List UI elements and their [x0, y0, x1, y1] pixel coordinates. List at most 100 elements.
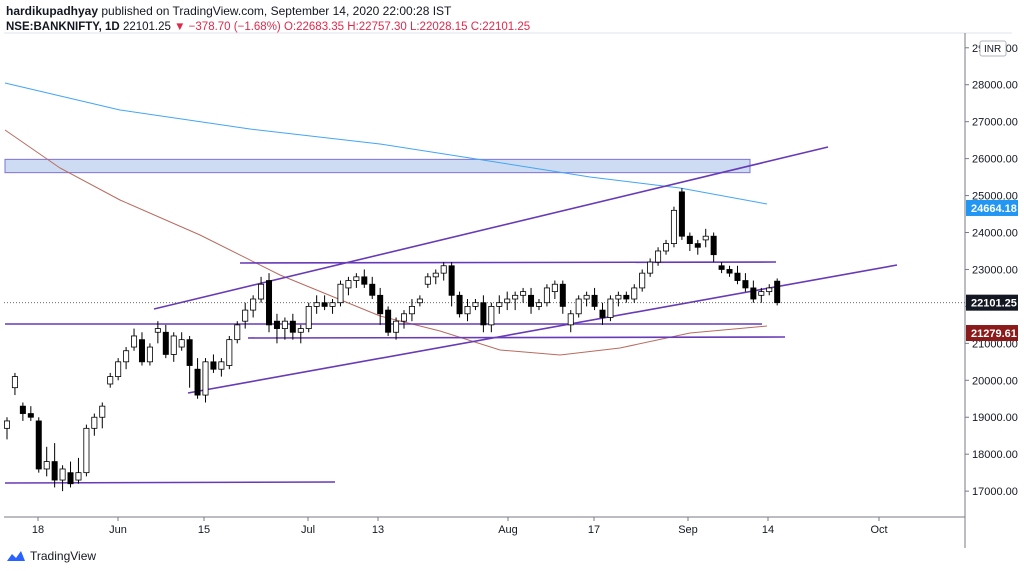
candle-body[interactable] — [345, 280, 352, 289]
candle-body[interactable] — [575, 298, 582, 315]
candle-body[interactable] — [369, 283, 376, 296]
candle-body[interactable] — [154, 328, 161, 333]
candle-body[interactable] — [99, 405, 106, 418]
candle-body[interactable] — [639, 272, 646, 289]
candle-body[interactable] — [67, 472, 74, 485]
symbol-label[interactable]: NSE:BANKNIFTY, 1D — [6, 21, 120, 33]
candle-body[interactable] — [202, 361, 209, 396]
candle-body[interactable] — [702, 235, 709, 241]
candle-body[interactable] — [27, 413, 34, 418]
candle-body[interactable] — [559, 283, 566, 307]
candle-body[interactable] — [75, 472, 82, 481]
candle-body[interactable] — [131, 335, 138, 348]
footer-brand[interactable]: TradingView — [6, 549, 96, 563]
candle-body[interactable] — [464, 306, 471, 315]
candle-body[interactable] — [107, 376, 114, 385]
candle-body[interactable] — [631, 287, 638, 300]
candle-body[interactable] — [591, 294, 598, 307]
candle-body[interactable] — [138, 339, 145, 363]
candle-body[interactable] — [242, 309, 249, 322]
candle-body[interactable] — [488, 306, 495, 326]
candle-body[interactable] — [710, 235, 717, 256]
candle-body[interactable] — [774, 280, 781, 304]
candle-body[interactable] — [694, 243, 701, 248]
candle-body[interactable] — [297, 328, 304, 333]
candle-body[interactable] — [615, 294, 622, 300]
candle-body[interactable] — [218, 361, 225, 370]
candle-body[interactable] — [551, 283, 558, 293]
candle-body[interactable] — [623, 294, 630, 300]
candle-body[interactable] — [543, 287, 550, 304]
candle-body[interactable] — [750, 287, 757, 300]
candle-body[interactable] — [123, 350, 130, 363]
candle-body[interactable] — [512, 294, 519, 300]
candle-body[interactable] — [678, 191, 685, 237]
candle-body[interactable] — [186, 339, 193, 366]
candle-body[interactable] — [258, 283, 265, 300]
candle-body[interactable] — [210, 361, 217, 370]
candle-body[interactable] — [4, 420, 10, 429]
candle-body[interactable] — [226, 339, 233, 366]
candle-body[interactable] — [726, 269, 733, 274]
candle-body[interactable] — [250, 298, 257, 311]
candle-body[interactable] — [11, 376, 18, 389]
candle-body[interactable] — [170, 335, 177, 355]
candle-body[interactable] — [289, 320, 296, 333]
candle-body[interactable] — [520, 291, 527, 296]
candle-body[interactable] — [59, 468, 66, 481]
currency-badge[interactable] — [979, 40, 1007, 57]
candle-body[interactable] — [432, 272, 439, 278]
candle-body[interactable] — [424, 276, 431, 285]
candle-body[interactable] — [385, 309, 392, 333]
candle-body[interactable] — [647, 261, 654, 274]
candle-body[interactable] — [234, 324, 241, 341]
candle-body[interactable] — [83, 427, 90, 474]
candle-body[interactable] — [742, 280, 749, 289]
candle-body[interactable] — [393, 320, 400, 333]
candle-body[interactable] — [51, 461, 58, 481]
candle-body[interactable] — [313, 302, 320, 307]
candle-body[interactable] — [599, 309, 606, 318]
candle-body[interactable] — [305, 306, 312, 329]
candle-body[interactable] — [400, 313, 407, 322]
candle-body[interactable] — [670, 209, 677, 244]
trendline[interactable] — [4, 481, 336, 484]
candle-body[interactable] — [408, 306, 415, 315]
candle-body[interactable] — [655, 250, 662, 263]
candle-body[interactable] — [91, 416, 98, 429]
candle-body[interactable] — [663, 243, 670, 252]
candle-body[interactable] — [321, 302, 328, 307]
candle-body[interactable] — [480, 302, 487, 326]
candle-body[interactable] — [43, 461, 50, 470]
candle-body[interactable] — [194, 368, 201, 396]
candle-body[interactable] — [115, 361, 122, 378]
candle-body[interactable] — [266, 280, 273, 326]
candle-body[interactable] — [686, 235, 693, 244]
candle-body[interactable] — [281, 320, 288, 329]
candle-body[interactable] — [567, 313, 574, 326]
candle-body[interactable] — [329, 302, 336, 307]
candle-body[interactable] — [496, 302, 503, 307]
candle-body[interactable] — [758, 291, 765, 296]
candle-body[interactable] — [273, 320, 280, 329]
supply-zone-box[interactable] — [4, 158, 751, 174]
candle-body[interactable] — [456, 294, 463, 315]
candle-body[interactable] — [734, 272, 741, 281]
trendline[interactable] — [239, 261, 777, 264]
candle-body[interactable] — [162, 331, 169, 355]
author-name[interactable]: hardikupadhyay — [6, 4, 99, 18]
candle-body[interactable] — [718, 265, 725, 270]
candle-body[interactable] — [146, 346, 153, 363]
candle-body[interactable] — [353, 276, 360, 281]
candle-body[interactable] — [440, 265, 447, 274]
candle-body[interactable] — [19, 405, 26, 414]
candle-body[interactable] — [535, 302, 542, 307]
trendline[interactable] — [247, 336, 786, 339]
candle-body[interactable] — [528, 294, 535, 307]
candle-body[interactable] — [178, 339, 185, 348]
candle-body[interactable] — [607, 298, 614, 318]
candle-body[interactable] — [361, 276, 368, 285]
candle-body[interactable] — [35, 420, 42, 470]
candle-body[interactable] — [416, 298, 423, 304]
